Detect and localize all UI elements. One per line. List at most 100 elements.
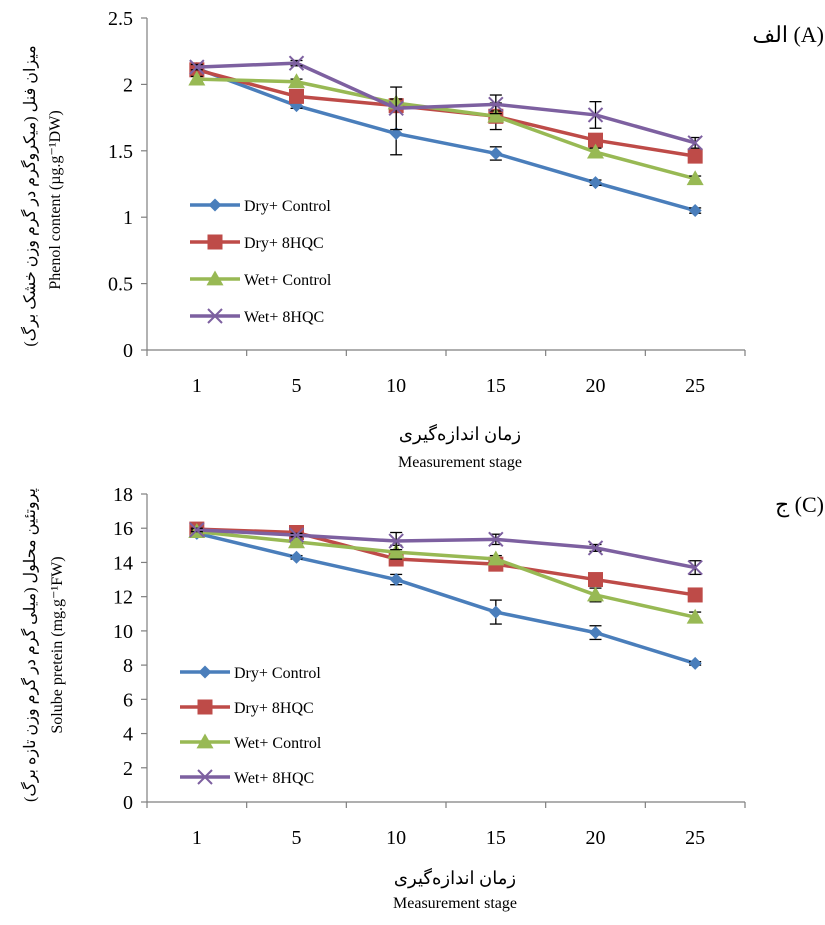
legend-marker bbox=[198, 665, 212, 679]
y-axis-label-en: Solube pretein (mg.g⁻¹FW) bbox=[49, 556, 66, 733]
legend-marker bbox=[196, 733, 214, 749]
data-point bbox=[588, 132, 603, 148]
y-axis-label-en: Phenol content (µg.g⁻¹DW) bbox=[47, 110, 64, 289]
series-2 bbox=[189, 62, 703, 164]
data-point bbox=[387, 543, 405, 559]
x-tick-label: 10 bbox=[386, 375, 406, 397]
x-tick-label: 1 bbox=[192, 827, 202, 849]
data-point bbox=[288, 533, 305, 549]
data-point-stroke-b bbox=[488, 531, 504, 548]
y-tick-label: 10 bbox=[113, 621, 133, 643]
x-axis-label-en: Measurement stage bbox=[393, 895, 517, 912]
legend-marker bbox=[208, 198, 222, 212]
series-3 bbox=[188, 523, 704, 624]
data-point bbox=[687, 587, 703, 603]
x-tick-label: 10 bbox=[386, 827, 406, 849]
legend-item: Dry+ Control bbox=[180, 665, 321, 682]
legend-item: Wet+ 8HQC bbox=[180, 769, 314, 787]
legend-marker-stroke-b bbox=[197, 769, 213, 785]
data-point bbox=[589, 176, 602, 190]
legend-item: Dry+ 8HQC bbox=[180, 699, 314, 717]
y-tick-label: 2.5 bbox=[108, 8, 133, 30]
data-point bbox=[290, 550, 303, 564]
data-point bbox=[388, 533, 404, 549]
legend-label: Dry+ 8HQC bbox=[234, 700, 314, 717]
series-line bbox=[196, 529, 696, 619]
legend-label: Dry+ 8HQC bbox=[244, 235, 324, 252]
legend-marker bbox=[197, 769, 213, 785]
y-tick-label: 14 bbox=[113, 552, 133, 574]
data-point bbox=[489, 605, 503, 619]
legend-label: Wet+ Control bbox=[234, 735, 322, 752]
y-tick-label: 0.5 bbox=[108, 274, 133, 296]
data-point bbox=[288, 73, 305, 89]
data-point bbox=[587, 107, 604, 123]
legend-item: Wet+ 8HQC bbox=[190, 308, 324, 326]
x-tick-label: 25 bbox=[685, 375, 705, 397]
x-tick-label: 25 bbox=[685, 827, 705, 849]
panel-label: الف (A) bbox=[752, 22, 824, 47]
data-point bbox=[587, 143, 604, 159]
data-point bbox=[589, 626, 602, 640]
legend-label: Dry+ Control bbox=[244, 198, 331, 215]
legend-marker-stroke-b bbox=[207, 308, 223, 324]
x-axis-label-en: Measurement stage bbox=[398, 454, 522, 471]
data-point bbox=[587, 540, 604, 556]
data-point-stroke-b bbox=[288, 55, 305, 71]
series-1 bbox=[190, 526, 702, 670]
legend-item: Dry+ 8HQC bbox=[190, 234, 324, 252]
legend-item: Dry+ Control bbox=[190, 198, 331, 215]
y-axis-label-fa: پروتئین محلول (میلی گرم در گرم وزن تازه … bbox=[20, 488, 39, 802]
legend: Dry+ Control Dry+ 8HQC Wet+ Control Wet+ 8H… bbox=[180, 665, 322, 787]
data-point bbox=[188, 70, 206, 86]
legend-marker bbox=[197, 699, 213, 715]
data-point-stroke-b bbox=[587, 107, 604, 123]
x-tick-label: 20 bbox=[586, 827, 606, 849]
data-point-stroke-b bbox=[488, 96, 504, 113]
data-point bbox=[686, 608, 704, 624]
data-point bbox=[488, 96, 504, 113]
data-point-stroke-b bbox=[587, 540, 604, 556]
legend-marker bbox=[207, 234, 223, 250]
series-4 bbox=[189, 522, 703, 576]
series-line bbox=[196, 77, 696, 181]
series-line bbox=[196, 527, 696, 597]
series-line bbox=[196, 531, 696, 666]
legend-label: Wet+ 8HQC bbox=[244, 309, 324, 326]
data-point bbox=[688, 204, 702, 218]
y-tick-label: 12 bbox=[113, 587, 133, 609]
x-tick-label: 15 bbox=[486, 375, 506, 397]
legend: Dry+ Control Dry+ 8HQC Wet+ Control Wet+ 8H… bbox=[190, 198, 332, 326]
x-tick-label: 1 bbox=[192, 375, 202, 397]
data-point bbox=[288, 55, 305, 71]
legend-label: Wet+ Control bbox=[244, 272, 332, 289]
data-point bbox=[688, 656, 702, 670]
data-point bbox=[189, 59, 205, 75]
data-point bbox=[687, 559, 703, 576]
series-4 bbox=[189, 55, 703, 151]
legend-marker bbox=[206, 270, 224, 286]
data-point bbox=[289, 88, 304, 104]
data-point-stroke-b bbox=[687, 135, 703, 151]
data-point-stroke-b bbox=[388, 100, 404, 117]
series-line bbox=[196, 61, 696, 145]
data-point-stroke-b bbox=[189, 522, 205, 538]
data-point bbox=[687, 135, 703, 151]
data-point-stroke-b bbox=[687, 559, 703, 576]
data-point bbox=[687, 148, 703, 164]
data-point bbox=[489, 146, 503, 160]
data-point bbox=[389, 127, 403, 141]
x-axis-label-fa: زمان اندازه‌گیری bbox=[399, 423, 521, 445]
series-1 bbox=[190, 61, 702, 218]
y-tick-label: 6 bbox=[123, 689, 133, 711]
data-point bbox=[288, 527, 305, 543]
series-line bbox=[196, 66, 696, 213]
legend-item: Wet+ Control bbox=[180, 733, 322, 752]
legend-marker bbox=[207, 308, 223, 324]
data-point bbox=[488, 531, 504, 548]
y-tick-label: 16 bbox=[113, 518, 133, 540]
y-tick-label: 18 bbox=[113, 484, 133, 506]
data-point-stroke-b bbox=[388, 533, 404, 549]
